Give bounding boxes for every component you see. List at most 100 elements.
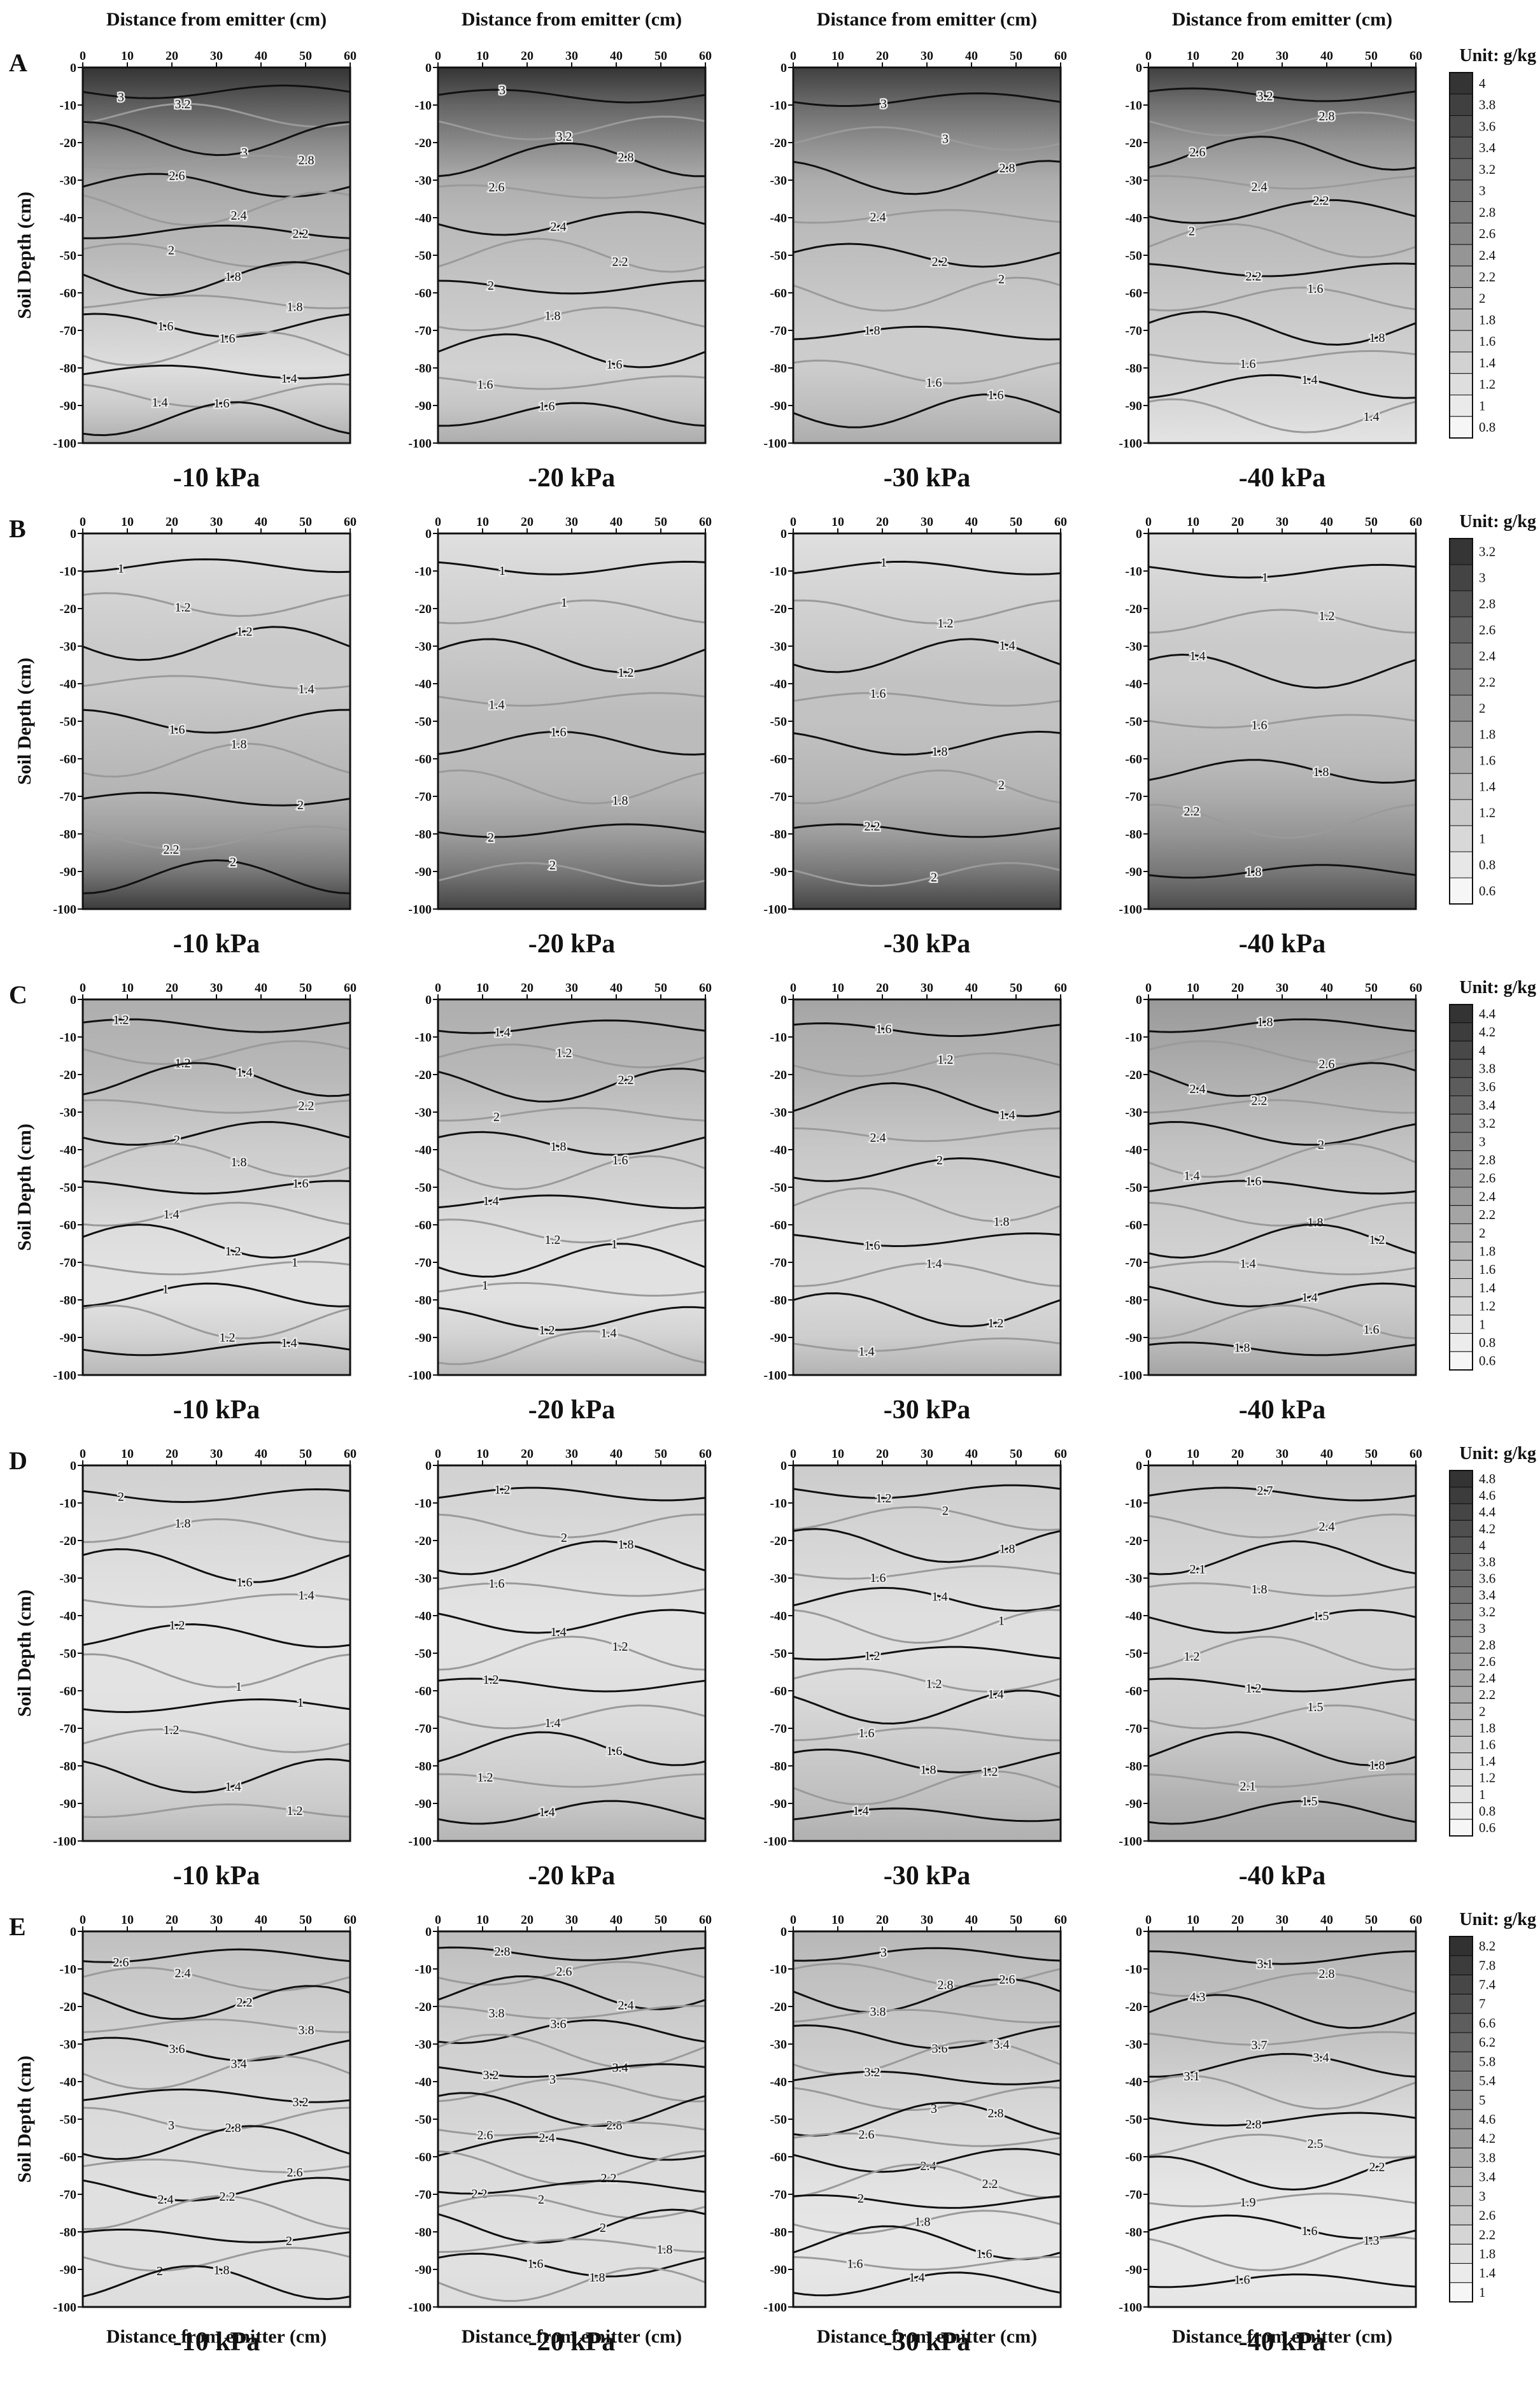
y-tick-label: -70 <box>59 1722 76 1736</box>
x-tick-label: 60 <box>699 1447 712 1461</box>
colorbar-frame <box>1449 72 1473 439</box>
y-tick-label: -20 <box>59 1068 76 1082</box>
colorbar-tick-label: 3.2 <box>1479 162 1495 177</box>
x-tick-label: 60 <box>1409 1447 1422 1461</box>
y-tick-label: -50 <box>414 1181 432 1195</box>
y-tick-label: -30 <box>1125 1572 1142 1586</box>
colorbar-swatch <box>1449 1735 1473 1754</box>
x-tick-label: 50 <box>1365 49 1378 63</box>
x-tick-label: 40 <box>965 981 978 995</box>
y-tick-label: -40 <box>414 2075 432 2089</box>
colorbar-tick-label: 2 <box>1479 701 1486 716</box>
contour-label: 1.8 <box>551 1140 567 1154</box>
contour-line <box>1148 1731 1416 1767</box>
contour-line <box>83 401 350 437</box>
contour-line <box>83 313 350 338</box>
colorbar-tick-label: 4 <box>1479 76 1486 91</box>
contour-line <box>438 1131 705 1156</box>
contour-line <box>83 558 350 574</box>
colorbar-tick-label: 1.8 <box>1479 312 1495 327</box>
contour-label: 1.8 <box>915 2215 931 2229</box>
contour-lines: 1.8 2.6 2.4 2.2 2 1.4 1.6 1.8 1.2 1.4 1.4 1.6 1.8 <box>1148 1013 1416 1357</box>
colorbar-swatch <box>1449 1132 1473 1152</box>
contour-label: 2 <box>998 779 1005 793</box>
x-tick-label: 40 <box>610 1913 623 1927</box>
contour-line <box>793 1052 1061 1078</box>
colorbar-swatch <box>1449 1702 1473 1720</box>
suction-label: -30 kPa <box>884 463 971 493</box>
contour-line <box>438 769 705 805</box>
contour-line <box>793 560 1061 575</box>
contour-line <box>1148 609 1416 634</box>
y-tick-label: -50 <box>1125 1181 1142 1195</box>
colorbar-swatch <box>1449 1077 1473 1097</box>
contour-line <box>83 1282 350 1308</box>
colorbar-swatch <box>1449 136 1473 159</box>
colorbar-tick-label: 2.2 <box>1479 1687 1495 1702</box>
top-axis-label: Distance from emitter (cm) <box>106 9 327 30</box>
y-tick-label: -30 <box>414 1106 432 1120</box>
contour-label: 1.4 <box>281 1336 297 1350</box>
contour-label: 1.2 <box>938 617 954 631</box>
x-tick-label: 40 <box>1320 981 1333 995</box>
contour-label: 1.2 <box>539 1323 555 1337</box>
contour-line <box>438 1773 705 1788</box>
contour-line <box>793 2086 1061 2111</box>
contour-line <box>793 1978 1061 2014</box>
contour-label: 2 <box>600 2221 606 2235</box>
colorbar-tick-label: 2.6 <box>1479 623 1495 638</box>
contour-line <box>793 1748 1061 1774</box>
y-tick-label: -60 <box>770 1684 787 1698</box>
colorbar-tick-label: 4.6 <box>1479 2112 1495 2127</box>
x-tick-label: 20 <box>1231 1913 1244 1927</box>
contour-line <box>438 2092 705 2127</box>
y-tick-label: -90 <box>770 1797 787 1811</box>
colorbar-tick-label: 2.4 <box>1479 1670 1496 1686</box>
contour-line <box>793 276 1061 312</box>
y-tick-label: -50 <box>770 2113 787 2127</box>
x-tick-label: 60 <box>344 1913 357 1927</box>
contour-label: 1.6 <box>1246 1174 1262 1188</box>
contour-label: 1.2 <box>169 1618 185 1632</box>
colorbar-frame <box>1449 1470 1473 1837</box>
suction-label: -10 kPa <box>173 463 260 493</box>
contour-label: 2.2 <box>237 1996 253 2010</box>
colorbar-swatch <box>1449 1315 1473 1334</box>
contour-line <box>438 1043 705 1069</box>
y-tick-label: -70 <box>1125 2188 1142 2202</box>
contour-label: 1.2 <box>1369 1233 1385 1247</box>
colorbar-swatch <box>1449 1022 1473 1041</box>
contour-line <box>793 393 1061 428</box>
colorbar-tick-label: 1 <box>1479 1787 1486 1802</box>
y-tick-label: -40 <box>1125 1609 1142 1623</box>
x-tick-label: 60 <box>699 981 712 995</box>
y-tick-label: -10 <box>414 1497 432 1511</box>
contour-line <box>1148 1704 1416 1730</box>
contour-label: 1.5 <box>1313 1609 1329 1623</box>
colorbar-swatch <box>1449 1168 1473 1188</box>
contour-line <box>793 1337 1061 1353</box>
contour-line <box>793 1689 1061 1725</box>
y-tick-label: -90 <box>1125 399 1142 413</box>
contour-label: 1.4 <box>489 698 505 712</box>
contour-line <box>793 1586 1061 1612</box>
y-tick-label: -80 <box>59 362 76 376</box>
colorbar-swatch <box>1449 265 1473 288</box>
x-tick-label: 30 <box>1276 49 1289 63</box>
y-tick-label: -100 <box>1119 1835 1142 1849</box>
y-tick-label: -50 <box>770 1647 787 1661</box>
y-tick-label: -80 <box>770 362 787 376</box>
contour-line <box>438 142 705 178</box>
colorbar-tick-label: 4.4 <box>1479 1504 1496 1520</box>
x-tick-label: 0 <box>1145 981 1152 995</box>
contour-label: 1.6 <box>158 320 174 334</box>
y-tick-label: -70 <box>1125 1256 1142 1270</box>
y-tick-label: -60 <box>59 1684 76 1698</box>
x-tick-label: 10 <box>476 1447 489 1461</box>
contour-line <box>438 2194 705 2220</box>
contour-line <box>83 1120 350 1146</box>
contour-label: 1.6 <box>214 397 230 411</box>
x-tick-label: 10 <box>121 49 134 63</box>
colorbar-tick-label: 2 <box>1479 1225 1486 1241</box>
